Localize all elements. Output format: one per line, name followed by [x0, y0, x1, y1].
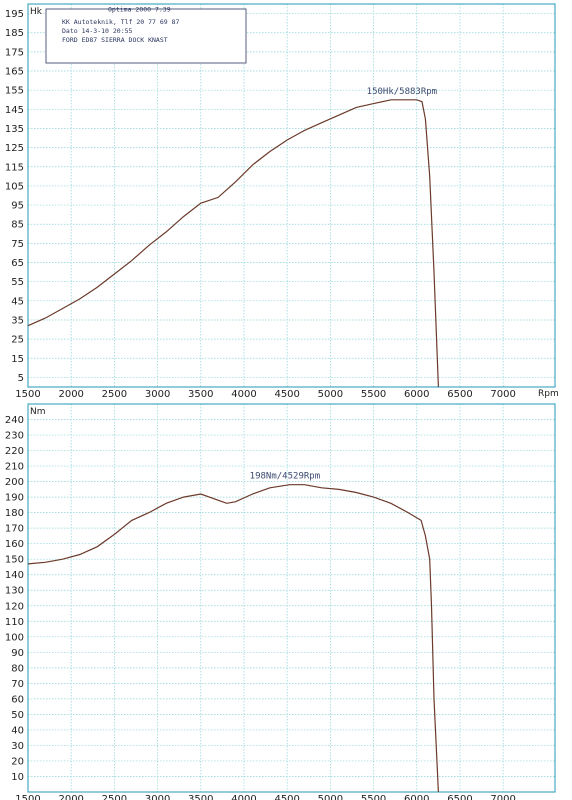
power-y-tick-label: 155: [5, 86, 24, 97]
torque-x-tick-label: 6500: [447, 794, 472, 800]
power-x-tick-label: 3000: [145, 389, 170, 400]
torque-y-tick-label: 50: [11, 710, 24, 721]
power-y-tick-label: 45: [11, 296, 24, 307]
power-y-tick-label: 165: [5, 67, 24, 78]
torque-y-tick-label: 60: [11, 694, 24, 705]
torque-y-axis-label: Nm: [30, 407, 46, 417]
power-y-tick-label: 145: [5, 105, 24, 116]
power-plot-frame: [27, 3, 556, 388]
torque-y-ticks: 10 20 30 40 50 60 70 80 90 100 110 120 130 140 150 160 1…: [5, 415, 24, 783]
torque-y-tick-label: 160: [5, 539, 24, 550]
torque-y-tick-label: 190: [5, 493, 24, 504]
torque-y-tick-label: 30: [11, 741, 24, 752]
power-y-tick-label: 65: [11, 258, 24, 269]
torque-y-tick-label: 90: [11, 648, 24, 659]
power-x-tick-label: 4500: [274, 389, 299, 400]
power-x-tick-label: 5500: [361, 389, 386, 400]
power-y-tick-label: 75: [11, 239, 24, 250]
torque-y-tick-label: 70: [11, 679, 24, 690]
power-peak-annotation: 150Hk/5883Rpm: [367, 87, 437, 97]
torque-x-tick-label: 4000: [231, 794, 256, 800]
power-x-tick-label: 6500: [447, 389, 472, 400]
power-y-tick-label: 185: [5, 28, 24, 39]
torque-y-tick-label: 220: [5, 446, 24, 457]
power-y-tick-label: 175: [5, 47, 24, 58]
header-box: Optima 2000 7.39 KK Autoteknik, Tlf 20 7…: [45, 6, 247, 64]
torque-y-tick-label: 20: [11, 756, 24, 767]
power-curve: [27, 99, 439, 388]
torque-grid: [28, 404, 555, 792]
torque-y-tick-label: 130: [5, 586, 24, 597]
torque-x-tick-label: 2000: [58, 794, 83, 800]
torque-x-ticks: 1500 2000 2500 3000 3500 4000 4500 5000 5500 6000…: [15, 794, 516, 800]
power-y-tick-label: 105: [5, 181, 24, 192]
torque-y-tick-label: 80: [11, 663, 24, 674]
power-y-tick-label: 55: [11, 277, 24, 288]
torque-chart: 10 20 30 40 50 60 70 80 90 100 110 120 130 140 150 160 1…: [5, 403, 556, 800]
power-chart: 5 15 25 35 45 55 65 75 85 95 105 115 125 135 145 155 165…: [5, 3, 559, 400]
power-y-tick-label: 125: [5, 143, 24, 154]
torque-x-tick-label: 3000: [145, 794, 170, 800]
header-frame: [45, 8, 247, 64]
power-y-tick-label: 95: [11, 201, 24, 212]
torque-x-tick-label: 6000: [404, 794, 429, 800]
torque-y-tick-label: 210: [5, 462, 24, 473]
torque-y-tick-label: 140: [5, 570, 24, 581]
torque-y-tick-label: 100: [5, 632, 24, 643]
header-line-2: Dato 14-3-10 20:55: [62, 27, 133, 35]
power-x-tick-label: 3500: [188, 389, 213, 400]
torque-y-tick-label: 230: [5, 431, 24, 442]
power-y-tick-label: 5: [18, 373, 24, 384]
power-x-ticks: 1500 2000 2500 3000 3500 4000 4500 5000 5500 6000…: [15, 389, 516, 400]
torque-y-tick-label: 110: [5, 617, 24, 628]
power-x-tick-label: 7000: [490, 389, 515, 400]
power-y-axis-label: Hk: [30, 7, 43, 17]
power-y-tick-label: 135: [5, 124, 24, 135]
power-y-tick-label: 85: [11, 220, 24, 231]
torque-y-tick-label: 120: [5, 601, 24, 612]
power-y-tick-label: 15: [11, 354, 24, 365]
torque-x-tick-label: 5000: [318, 794, 343, 800]
torque-y-tick-label: 40: [11, 725, 24, 736]
power-y-tick-label: 25: [11, 335, 24, 346]
torque-x-tick-label: 5500: [361, 794, 386, 800]
power-x-tick-label: 5000: [318, 389, 343, 400]
torque-peak-annotation: 198Nm/4529Rpm: [250, 472, 320, 482]
power-x-axis-label: Rpm: [538, 389, 559, 399]
power-x-tick-label: 2500: [102, 389, 127, 400]
power-y-tick-label: 195: [5, 9, 24, 20]
power-x-tick-label: 1500: [15, 389, 40, 400]
torque-y-tick-label: 10: [11, 772, 24, 783]
torque-plot-frame: [27, 403, 556, 793]
torque-x-tick-label: 2500: [102, 794, 127, 800]
torque-x-tick-label: 3500: [188, 794, 213, 800]
header-title: Optima 2000 7.39: [108, 6, 171, 14]
torque-y-tick-label: 150: [5, 555, 24, 566]
power-x-tick-label: 4000: [231, 389, 256, 400]
torque-x-tick-label: 4500: [274, 794, 299, 800]
header-line-1: KK Autoteknik, Tlf 20 77 69 87: [62, 18, 179, 26]
torque-x-tick-label: 7000: [490, 794, 515, 800]
torque-y-tick-label: 170: [5, 524, 24, 535]
power-y-tick-label: 35: [11, 315, 24, 326]
torque-y-tick-label: 180: [5, 508, 24, 519]
power-y-ticks: 5 15 25 35 45 55 65 75 85 95 105 115 125 135 145 155 165…: [5, 9, 24, 384]
torque-x-tick-label: 1500: [15, 794, 40, 800]
power-x-tick-label: 2000: [58, 389, 83, 400]
power-x-tick-label: 6000: [404, 389, 429, 400]
torque-curve: [27, 484, 439, 793]
torque-y-tick-label: 240: [5, 415, 24, 426]
header-line-3: FORD ED87 SIERRA DOCK KNAST: [62, 36, 168, 44]
torque-y-tick-label: 200: [5, 477, 24, 488]
power-y-tick-label: 115: [5, 162, 24, 173]
